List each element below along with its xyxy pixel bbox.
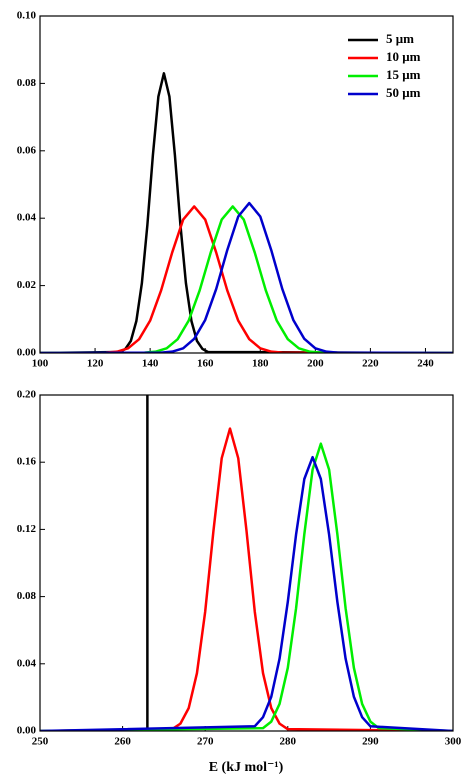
x-tick-label: 160 bbox=[197, 358, 214, 370]
y-tick-label: 0.08 bbox=[17, 590, 37, 602]
series-line bbox=[40, 205, 453, 353]
y-tick-label: 0.00 bbox=[17, 725, 37, 737]
x-tick-label: 200 bbox=[307, 358, 324, 370]
y-tick-label: 0.06 bbox=[17, 144, 37, 156]
x-tick-label: 120 bbox=[87, 358, 104, 370]
y-tick-label: 0.04 bbox=[17, 657, 37, 669]
legend-label: 50 μm bbox=[386, 85, 421, 100]
x-tick-label: 300 bbox=[445, 736, 462, 748]
legend-label: 10 μm bbox=[386, 49, 421, 64]
x-tick-label: 250 bbox=[32, 736, 49, 748]
series-line bbox=[40, 205, 453, 353]
x-tick-label: 290 bbox=[362, 736, 379, 748]
x-tick-label: 100 bbox=[32, 358, 49, 370]
x-tick-label: 270 bbox=[197, 736, 214, 748]
x-axis-label: E (kJ mol⁻¹) bbox=[209, 760, 284, 775]
y-tick-label: 0.08 bbox=[17, 77, 37, 89]
legend-label: 5 μm bbox=[386, 31, 414, 46]
y-tick-label: 0.04 bbox=[17, 212, 37, 224]
series-line bbox=[40, 442, 453, 731]
series-line bbox=[40, 72, 453, 353]
y-tick-label: 0.12 bbox=[17, 523, 37, 535]
series-line bbox=[40, 201, 453, 353]
plot-frame bbox=[39, 394, 454, 732]
y-tick-label: 0.00 bbox=[17, 347, 37, 359]
x-tick-label: 260 bbox=[114, 736, 131, 748]
x-tick-label: 220 bbox=[362, 358, 379, 370]
y-tick-label: 0.02 bbox=[17, 279, 37, 291]
x-tick-label: 280 bbox=[280, 736, 297, 748]
y-tick-label: 0.20 bbox=[17, 389, 37, 401]
legend-label: 15 μm bbox=[386, 67, 421, 82]
y-tick-label: 0.10 bbox=[17, 10, 37, 22]
y-tick-label: 0.16 bbox=[17, 456, 37, 468]
x-tick-label: 180 bbox=[252, 358, 269, 370]
plot-frame bbox=[39, 15, 454, 354]
series-line bbox=[40, 455, 453, 731]
series-line bbox=[40, 427, 453, 731]
x-tick-label: 140 bbox=[142, 358, 159, 370]
x-tick-label: 240 bbox=[417, 358, 434, 370]
